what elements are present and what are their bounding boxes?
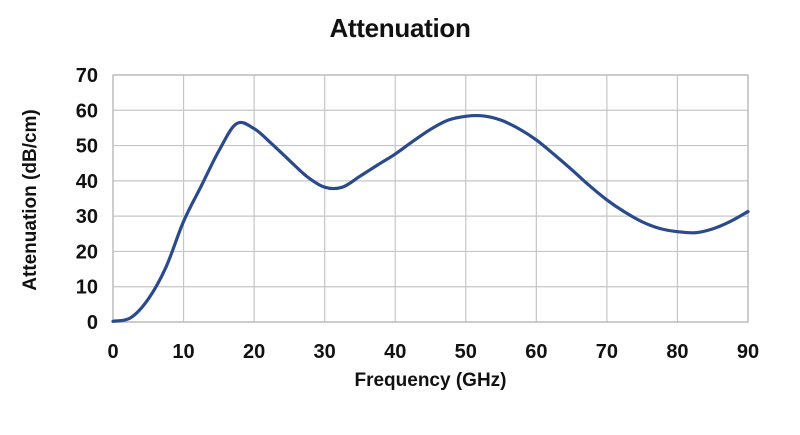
x-tick-label: 30: [314, 341, 336, 363]
x-tick-label: 60: [525, 341, 547, 363]
x-tick-label: 70: [596, 341, 618, 363]
x-tick-label: 0: [107, 341, 118, 363]
y-tick-label: 70: [76, 65, 98, 87]
x-tick-label: 50: [455, 341, 477, 363]
x-tick-label: 90: [737, 341, 759, 363]
x-tick-label: 10: [172, 341, 194, 363]
plot-border: [112, 74, 749, 323]
y-tick-label: 20: [76, 241, 98, 263]
y-tick-label: 40: [76, 171, 98, 193]
chart-title: Attenuation: [329, 13, 471, 43]
x-tick-label: 80: [666, 341, 688, 363]
y-tick-label: 0: [87, 312, 98, 334]
x-axis-title: Frequency (GHz): [354, 370, 507, 391]
y-tick-label: 50: [76, 136, 98, 158]
attenuation-curve: [111, 113, 750, 323]
x-tick-label: 40: [384, 341, 406, 363]
y-tick-label: 10: [76, 277, 98, 299]
x-tick-label: 20: [243, 341, 265, 363]
y-tick-label: 60: [76, 100, 98, 122]
y-tick-label: 30: [76, 206, 98, 228]
